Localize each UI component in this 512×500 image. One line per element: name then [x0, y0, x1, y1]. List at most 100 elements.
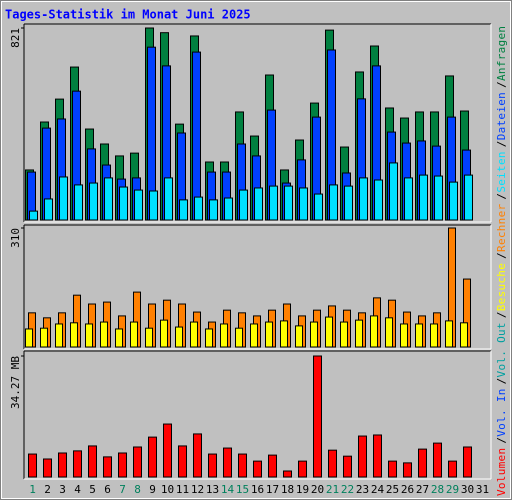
- plot-area: [24, 351, 491, 479]
- bar: [145, 327, 153, 348]
- bar: [193, 433, 202, 478]
- bar: [280, 320, 288, 348]
- x-tick-label: 21: [326, 483, 339, 496]
- bar: [130, 321, 138, 348]
- bar: [400, 323, 408, 348]
- legend-separator: /: [495, 378, 508, 385]
- bar: [239, 189, 248, 221]
- x-tick-label: 13: [206, 483, 219, 496]
- bar: [325, 316, 333, 348]
- legend-separator: /: [495, 312, 508, 319]
- bar: [404, 177, 413, 221]
- x-tick-label: 12: [191, 483, 204, 496]
- bar: [29, 210, 38, 221]
- bar: [238, 453, 247, 478]
- bar: [220, 323, 228, 348]
- bar: [70, 322, 78, 348]
- bar: [163, 423, 172, 478]
- bar: [310, 321, 318, 348]
- bar: [190, 321, 198, 348]
- x-tick-label: 2: [44, 483, 51, 496]
- x-tick-label: 6: [104, 483, 111, 496]
- x-tick-label: 30: [461, 483, 474, 496]
- bar: [373, 434, 382, 478]
- x-tick-label: 17: [266, 483, 279, 496]
- x-tick-label: 8: [134, 483, 141, 496]
- bar: [298, 460, 307, 478]
- bar: [329, 184, 338, 221]
- x-tick-label: 24: [371, 483, 385, 496]
- bar: [343, 455, 352, 478]
- x-tick-label: 27: [416, 483, 429, 496]
- x-tick-label: 19: [296, 483, 309, 496]
- bar: [284, 185, 293, 221]
- x-tick-label: 7: [119, 483, 126, 496]
- bar: [88, 445, 97, 478]
- bar: [118, 452, 127, 478]
- x-tick-label: 1: [29, 483, 36, 496]
- bar: [269, 185, 278, 221]
- bar: [74, 184, 83, 221]
- x-tick-label: 5: [89, 483, 96, 496]
- legend-entry: Besuche: [495, 263, 508, 311]
- bar: [25, 328, 33, 348]
- legend-entry: Vol. In: [495, 389, 508, 437]
- x-tick-label: 25: [386, 483, 399, 496]
- legend-entry: Rechner: [495, 203, 508, 251]
- bar: [160, 319, 168, 348]
- x-tick-label: 14: [221, 483, 235, 496]
- bar: [389, 162, 398, 221]
- bar: [359, 177, 368, 221]
- legend-entry: Volumen: [495, 448, 508, 496]
- bar: [148, 436, 157, 478]
- bar: [253, 460, 262, 478]
- legend-entry: Vol. Out: [495, 322, 508, 377]
- bar: [403, 462, 412, 478]
- bar: [223, 447, 232, 478]
- bar: [358, 435, 367, 478]
- bar: [164, 177, 173, 221]
- bar: [55, 323, 63, 348]
- x-tick-label: 11: [176, 483, 189, 496]
- bar: [283, 470, 292, 478]
- bar: [314, 193, 323, 221]
- x-tick-label: 18: [281, 483, 294, 496]
- y-tick-label: 821: [9, 28, 22, 48]
- bar: [115, 328, 123, 348]
- legend-entry: Seiten: [495, 151, 508, 192]
- bar: [430, 323, 438, 348]
- legend-separator: /: [495, 437, 508, 444]
- bar: [415, 323, 423, 348]
- bar: [464, 174, 473, 221]
- bar: [434, 175, 443, 221]
- bar: [448, 460, 457, 478]
- x-tick-label: 26: [401, 483, 414, 496]
- x-tick-label: 4: [74, 483, 81, 496]
- bar: [268, 454, 277, 478]
- bar: [28, 453, 37, 478]
- legend-separator: /: [495, 252, 508, 259]
- bar: [58, 452, 67, 478]
- bar: [40, 327, 48, 348]
- bar: [340, 321, 348, 348]
- bar: [85, 323, 93, 348]
- bar: [103, 456, 112, 478]
- bar: [208, 453, 217, 478]
- bar: [73, 450, 82, 478]
- bar: [388, 460, 397, 478]
- bar: [119, 186, 128, 221]
- legend-separator: /: [495, 81, 508, 88]
- bar: [254, 187, 263, 221]
- bar: [419, 174, 428, 221]
- bar: [178, 445, 187, 478]
- bar: [460, 322, 468, 348]
- legend-separator: /: [495, 141, 508, 148]
- bar: [463, 446, 472, 478]
- bar: [133, 446, 142, 478]
- bar: [149, 190, 158, 221]
- bar: [134, 189, 143, 221]
- legend-entry: Anfragen: [495, 26, 508, 81]
- bar: [418, 448, 427, 478]
- legend-separator: /: [495, 193, 508, 200]
